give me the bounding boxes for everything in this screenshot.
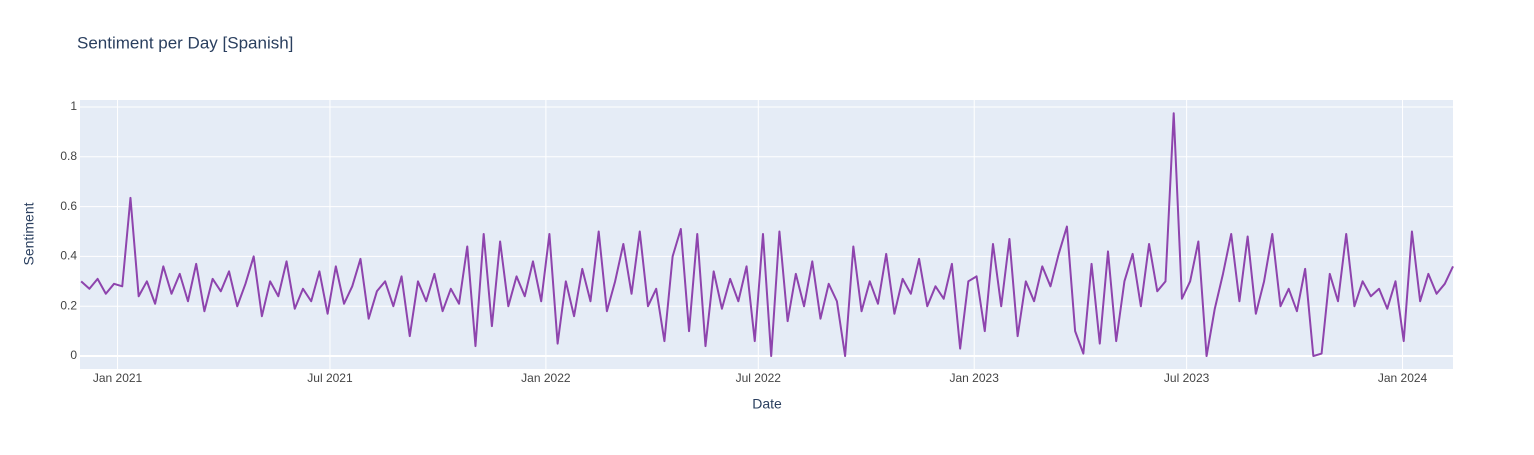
y-tick-label: 0.4 [60,249,77,263]
y-axis-label: Sentiment [21,202,37,265]
y-tick-label: 0 [70,348,77,362]
x-tick-label: Jul 2023 [1164,371,1210,385]
y-tick-label: 0.2 [60,298,77,312]
y-tick-label: 1 [70,99,77,113]
x-tick-label: Jul 2022 [736,371,782,385]
x-axis-label: Date [752,396,782,412]
data-line [80,112,1454,358]
x-tick-label: Jan 2024 [1378,371,1428,385]
y-tick-label: 0.6 [60,199,77,213]
x-tick-label: Jan 2022 [521,371,571,385]
chart-title: Sentiment per Day [Spanish] [77,33,293,52]
x-tick-label: Jul 2021 [307,371,353,385]
x-tick-label: Jan 2021 [93,371,143,385]
x-tick-label: Jan 2023 [950,371,1000,385]
y-tick-label: 0.8 [60,149,77,163]
plot-area [80,100,1453,369]
